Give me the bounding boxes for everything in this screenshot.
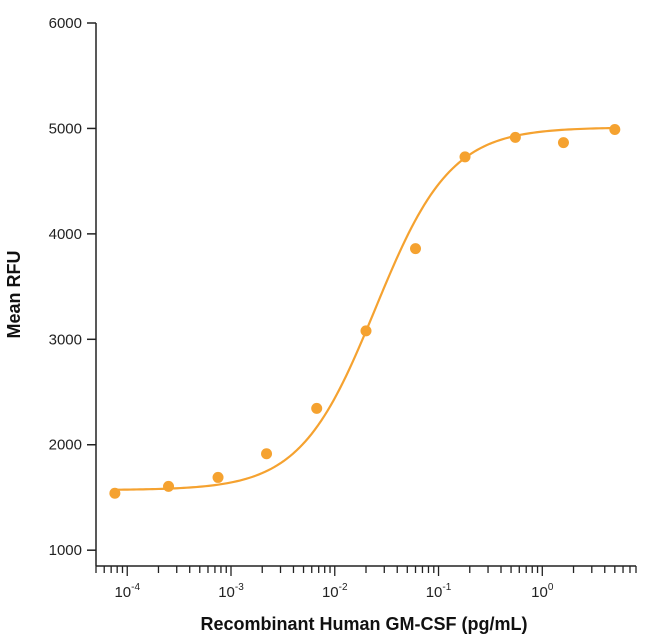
data-point-4 [261,448,273,460]
y-tick-label-6000: 6000 [49,15,82,32]
x-tick-label: 10-3 [218,582,244,601]
x-axis-label: Recombinant Human GM-CSF (pg/mL) [201,614,528,634]
data-point-10 [557,137,569,149]
data-point-1 [109,487,121,499]
y-tick-label-1000: 1000 [49,542,82,559]
data-point-3 [212,471,224,483]
x-tick-label: 10-2 [322,582,348,601]
y-axis-ticks: 1000 2000 3000 4000 5000 6000 [49,15,96,559]
data-point-6 [360,325,372,337]
data-point-5 [311,402,323,414]
x-tick-label: 100 [531,582,554,601]
y-tick-label-4000: 4000 [49,226,82,243]
y-tick-label-2000: 2000 [49,437,82,454]
x-axis-ticks: 10-4 10-3 10-2 10-1 100 [95,566,637,601]
data-point-11 [609,123,621,135]
data-points [109,123,621,499]
y-tick-label-3000: 3000 [49,331,82,348]
y-tick-label-5000: 5000 [49,120,82,137]
x-tick-label: 10-4 [114,582,140,601]
data-point-8 [459,151,471,163]
x-tick-label: 10-1 [426,582,452,601]
axes [95,23,636,567]
data-point-9 [509,131,521,143]
data-point-7 [410,243,422,255]
fit-curve [114,126,615,491]
data-point-2 [163,480,175,492]
y-axis-label: Mean RFU [4,250,24,338]
